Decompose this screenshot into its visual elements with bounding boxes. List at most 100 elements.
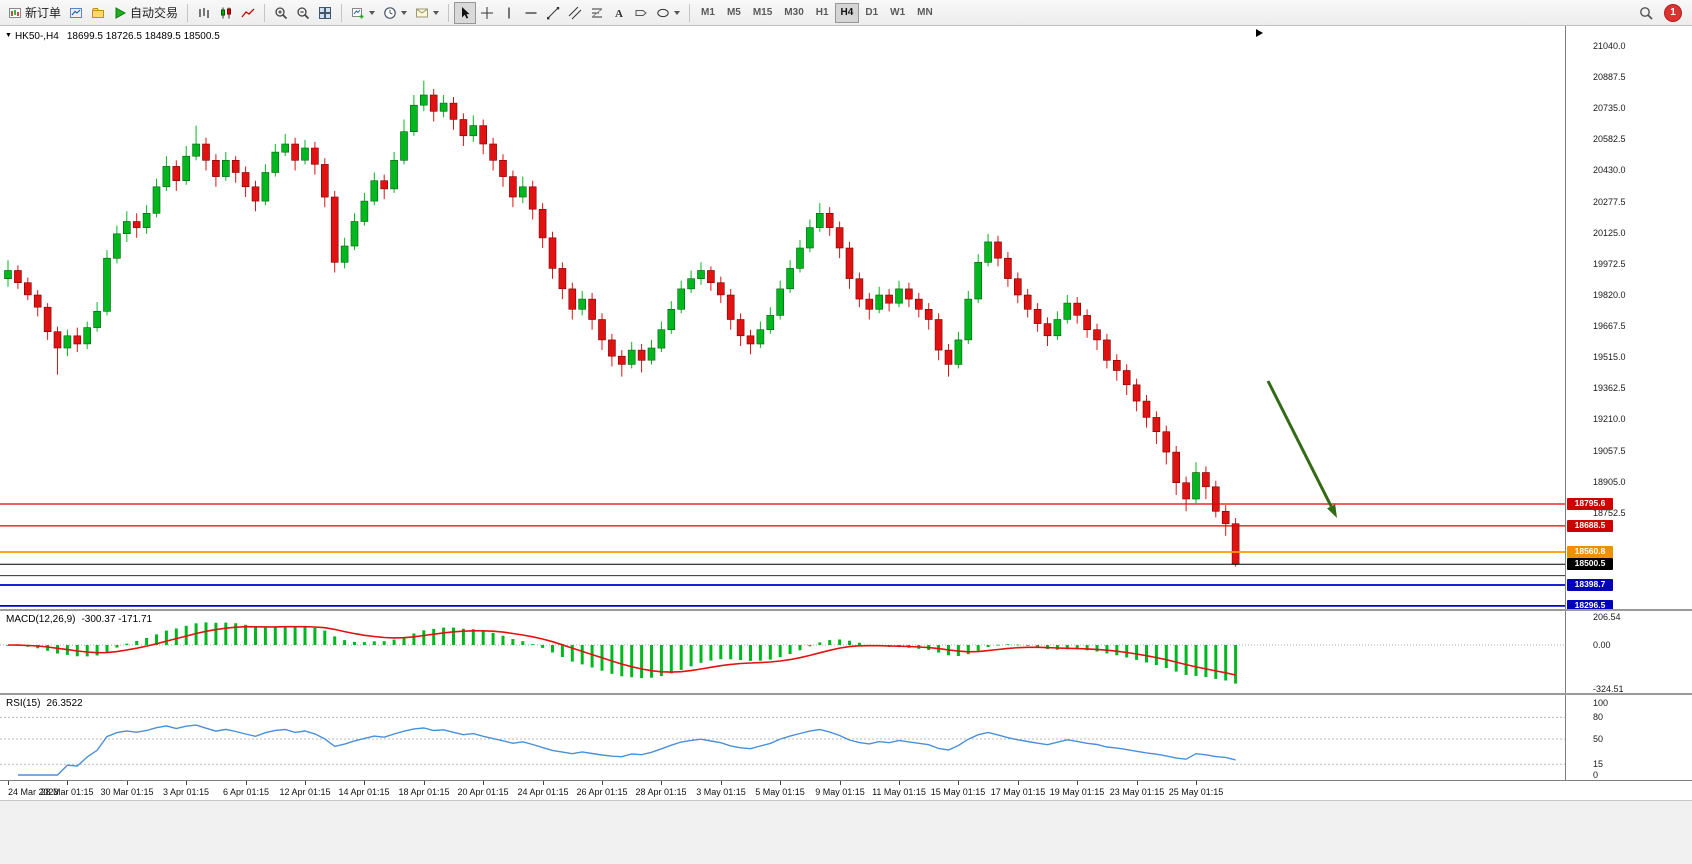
chevron-down-icon: [433, 11, 440, 18]
toolbar: 新订单 自动交易: [0, 0, 1692, 26]
template-icon: [415, 6, 429, 20]
price-axis[interactable]: 21040.0 20887.5 20735.0 20582.5 20430.0 20277…: [1565, 26, 1692, 612]
timeframe-h4-button[interactable]: H4: [834, 2, 860, 23]
fibonacci-button[interactable]: [586, 2, 608, 24]
candlestick-chart-button[interactable]: [215, 2, 237, 24]
channel-button[interactable]: [564, 2, 586, 24]
time-axis-label: 20 Apr 01:15: [457, 787, 509, 797]
time-axis-label: 17 May 01:15: [990, 787, 1046, 797]
profiles-button[interactable]: [87, 2, 109, 24]
time-tick: [305, 781, 306, 785]
zoom-out-button[interactable]: [292, 2, 314, 24]
price-line-badge: 18500.5: [1567, 558, 1613, 570]
time-tick: [364, 781, 365, 785]
crosshair-button[interactable]: [476, 2, 498, 24]
zoom-group: [270, 2, 336, 24]
time-axis-label: 9 May 01:15: [815, 787, 865, 797]
charts-button[interactable]: [65, 2, 87, 24]
symbol-period-label: HK50-,H4: [14, 31, 59, 42]
text-button[interactable]: A: [608, 2, 630, 24]
chevron-down-icon: [369, 11, 376, 18]
time-tick: [127, 781, 128, 785]
candlestick-chart[interactable]: [0, 26, 1565, 609]
price-axis-label: 19667.5: [1593, 321, 1626, 331]
rsi-axis-label: 15: [1593, 759, 1604, 769]
macd-indicator-chart[interactable]: [0, 611, 1565, 693]
time-tick: [186, 781, 187, 785]
time-axis-label: 3 May 01:15: [696, 787, 746, 797]
price-axis-label: 19362.5: [1593, 383, 1626, 393]
price-shift-marker: [1256, 29, 1263, 37]
line-chart-button[interactable]: [237, 2, 259, 24]
price-axis-label: 19057.5: [1593, 446, 1626, 456]
text-icon: A: [612, 6, 626, 20]
macd-label: MACD(12,26,9) -300.37 -171.71: [6, 614, 153, 625]
time-axis-label: 14 Apr 01:15: [338, 787, 390, 797]
new-chart-button[interactable]: [347, 2, 379, 24]
time-tick: [840, 781, 841, 785]
rsi-axis-label: 0: [1593, 770, 1599, 780]
pane-splitter[interactable]: [0, 693, 1692, 695]
macd-axis-label: 0.00: [1593, 640, 1611, 650]
macd-pane: MACD(12,26,9) -300.37 -171.71: [0, 611, 1565, 693]
rsi-pane: RSI(15) 26.3522: [0, 695, 1565, 780]
timeframe-w1-button[interactable]: W1: [884, 3, 911, 23]
time-tick: [602, 781, 603, 785]
toolbar-separator: [187, 3, 189, 22]
timeframe-m5-button[interactable]: M5: [721, 3, 747, 23]
autotrading-play-icon: [113, 6, 127, 20]
trendline-button[interactable]: [542, 2, 564, 24]
time-axis-label: 3 Apr 01:15: [162, 787, 210, 797]
periods-button[interactable]: [379, 2, 411, 24]
time-axis-label: 15 May 01:15: [930, 787, 986, 797]
time-axis[interactable]: 24 Mar 2023 28 Mar 01:15 30 Mar 01:15 3 Apr…: [0, 780, 1692, 800]
horizontal-line-button[interactable]: [520, 2, 542, 24]
rsi-axis-label: 50: [1593, 734, 1604, 744]
new-order-button[interactable]: 新订单: [4, 2, 65, 24]
price-axis-label: 19515.0: [1593, 352, 1626, 362]
timeframe-d1-button[interactable]: D1: [859, 3, 884, 23]
timeframe-m30-button[interactable]: M30: [778, 3, 809, 23]
templates-button[interactable]: [411, 2, 443, 24]
collapse-triangle-icon[interactable]: ▼: [5, 32, 12, 39]
tile-windows-button[interactable]: [314, 2, 336, 24]
search-button[interactable]: [1635, 2, 1657, 24]
time-tick: [8, 781, 9, 785]
price-chart-pane: ▼ HK50-,H4 18699.5 18726.5 18489.5 18500.5: [0, 26, 1565, 609]
ohlc-values: 18699.5 18726.5 18489.5 18500.5: [66, 31, 220, 42]
notification-badge[interactable]: 1: [1664, 3, 1682, 22]
shapes-button[interactable]: [652, 2, 684, 24]
text-label-button[interactable]: [630, 2, 652, 24]
label-icon: [634, 6, 648, 20]
time-axis-label: 24 Mar 2023: [8, 787, 59, 797]
vertical-line-button[interactable]: [498, 2, 520, 24]
rsi-label: RSI(15) 26.3522: [6, 698, 83, 709]
channel-icon: [568, 6, 582, 20]
timeframe-mn-button[interactable]: MN: [911, 3, 939, 23]
macd-axis-label: 206.54: [1593, 612, 1621, 622]
cursor-button[interactable]: [454, 1, 477, 24]
new-order-icon: [8, 6, 22, 20]
time-axis-label: 6 Apr 01:15: [222, 787, 270, 797]
time-axis-label: 28 Mar 01:15: [40, 787, 94, 797]
chart-header: ▼ HK50-,H4 18699.5 18726.5 18489.5 18500.5: [5, 31, 220, 42]
autotrading-button[interactable]: 自动交易: [109, 2, 182, 24]
rsi-indicator-chart[interactable]: [0, 695, 1565, 780]
bar-chart-button[interactable]: [193, 2, 215, 24]
line-chart-icon: [241, 6, 255, 20]
time-axis-label: 24 Apr 01:15: [517, 787, 569, 797]
timeframe-h1-button[interactable]: H1: [810, 3, 835, 23]
horizontal-line-icon: [524, 6, 538, 20]
timeframe-m15-button[interactable]: M15: [747, 3, 778, 23]
rsi-axis[interactable]: 100 80 50 15 0: [1565, 695, 1692, 780]
macd-axis[interactable]: 206.54 0.00 -324.51: [1565, 611, 1692, 694]
pane-splitter[interactable]: [0, 609, 1692, 611]
chart-type-group: [193, 2, 259, 24]
time-tick: [780, 781, 781, 785]
timeframe-m1-button[interactable]: M1: [695, 3, 721, 23]
toolbar-separator: [341, 3, 343, 22]
vertical-line-icon: [502, 6, 516, 20]
price-line-badge: 18688.5: [1567, 520, 1613, 532]
zoom-in-button[interactable]: [270, 2, 292, 24]
